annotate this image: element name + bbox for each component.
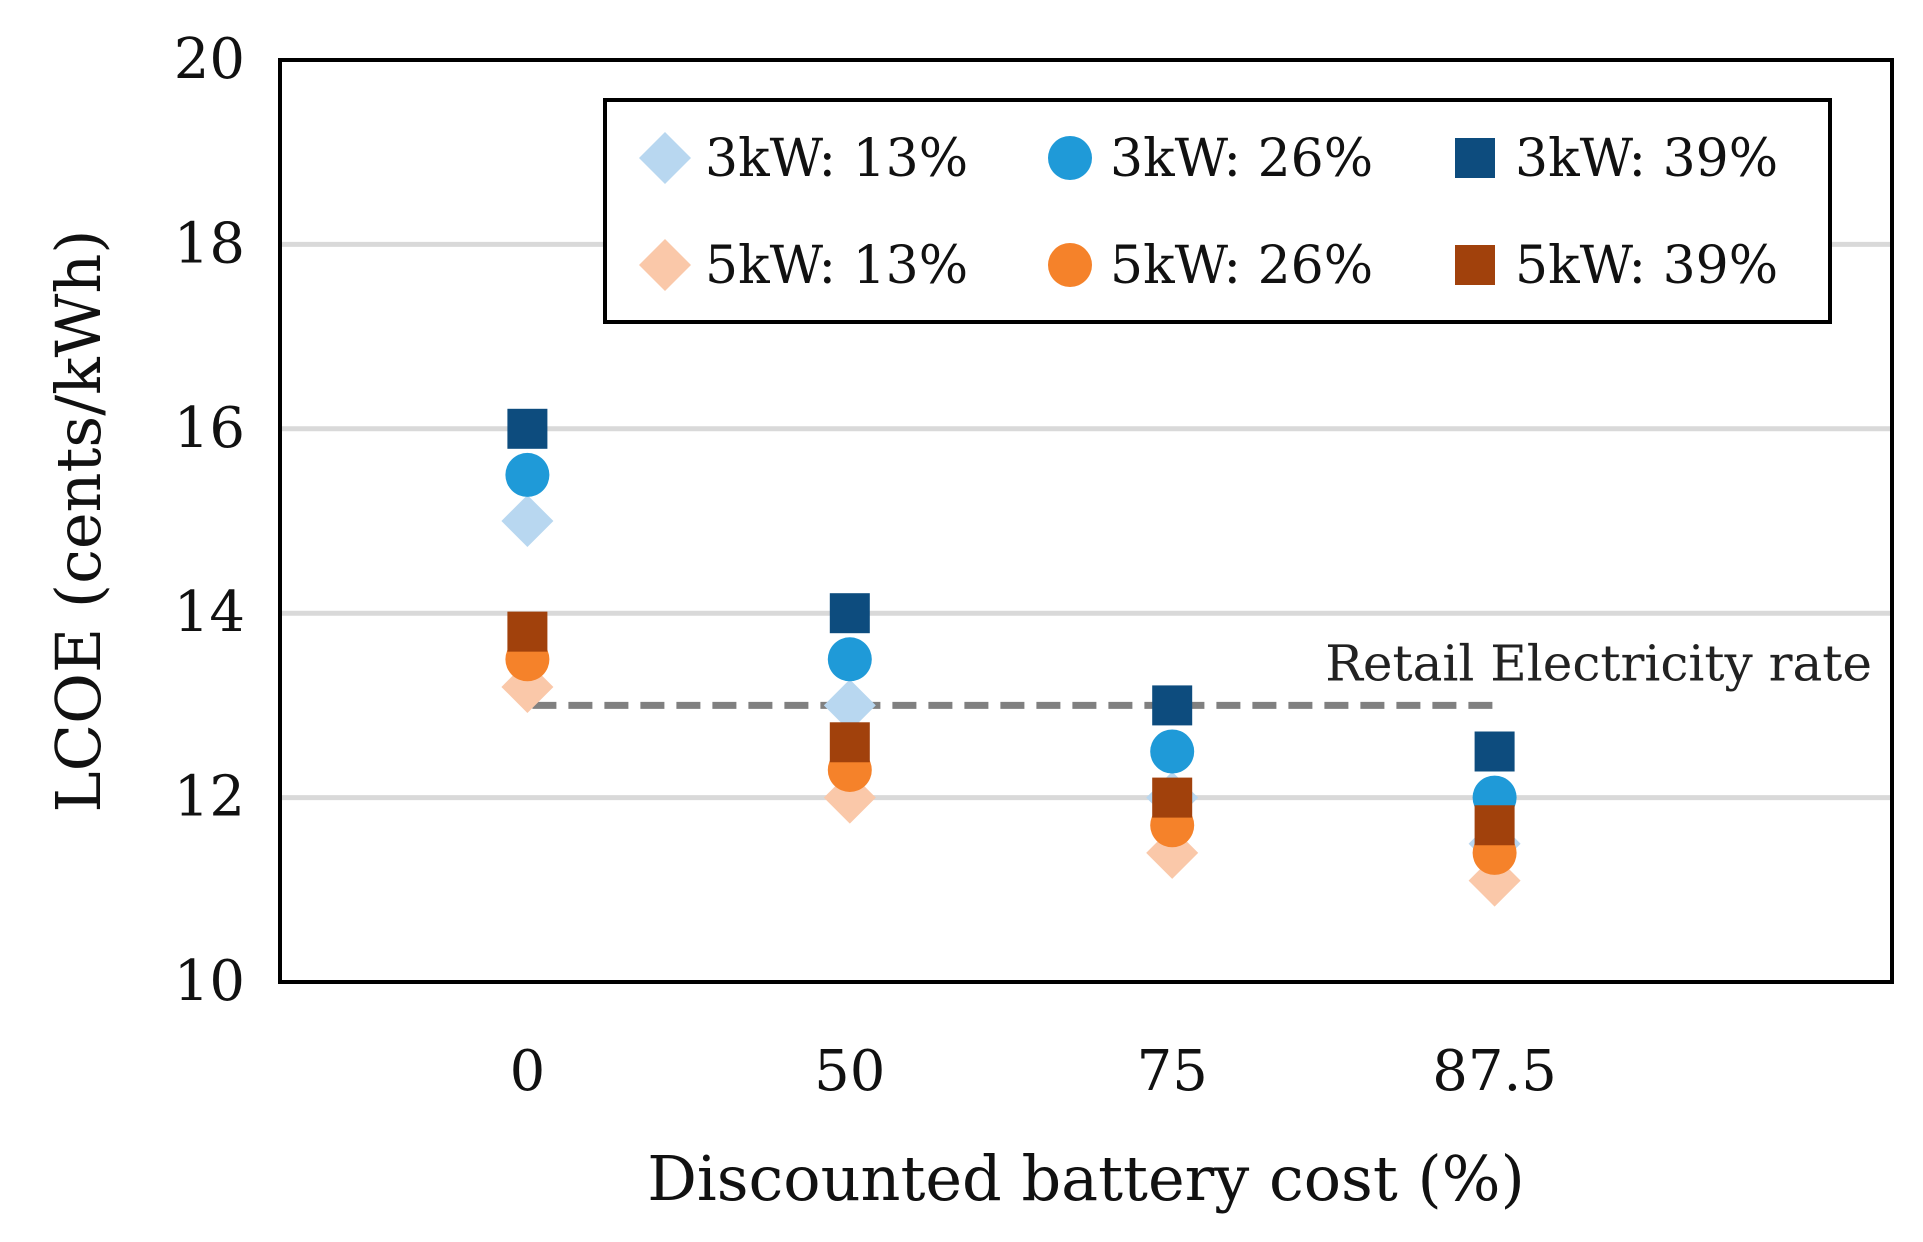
data-points <box>501 408 1521 907</box>
x-tick-label: 87.5 <box>1432 1039 1557 1104</box>
y-axis-title: LCOE (cents/kWh) <box>42 230 115 813</box>
data-point-3kw-39- <box>507 408 548 449</box>
data-point-5kw-39- <box>1152 777 1193 818</box>
y-tick-label: 10 <box>174 949 245 1014</box>
y-tick-label: 16 <box>174 396 245 461</box>
retail-rate-label: Retail Electricity rate <box>1325 634 1872 692</box>
legend-label: 3kW: 26% <box>1110 129 1373 189</box>
legend-marker <box>639 132 691 184</box>
y-tick-label: 20 <box>174 27 245 92</box>
x-tick-label: 75 <box>1137 1039 1208 1104</box>
legend-marker <box>639 239 691 291</box>
x-axis-ticks: 0 50 75 87.5 <box>510 1039 1557 1104</box>
plot-area-frame <box>278 58 1894 984</box>
data-point-3kw-26- <box>1150 729 1195 774</box>
x-tick-label: 0 <box>510 1039 546 1104</box>
legend-label: 5kW: 26% <box>1110 236 1373 296</box>
data-point-5kw-39- <box>1474 805 1515 846</box>
legend-marker <box>1455 245 1495 285</box>
legend: 3kW: 13% 3kW: 26% 3kW: 39% 5kW: 13% 5kW: 26%… <box>603 98 1832 324</box>
data-point-3kw-39- <box>1152 685 1193 726</box>
data-point-3kw-26- <box>505 452 550 497</box>
legend-marker <box>1455 138 1495 178</box>
y-axis-ticks: 10 12 14 16 18 20 <box>174 27 245 1014</box>
legend-label: 3kW: 13% <box>705 129 968 189</box>
legend-label: 5kW: 13% <box>705 236 968 296</box>
legend-marker <box>1048 243 1092 287</box>
y-tick-label: 18 <box>174 211 245 276</box>
x-axis-title: Discounted battery cost (%) <box>647 1142 1525 1215</box>
y-tick-label: 12 <box>174 765 245 830</box>
data-point-3kw-39- <box>1474 731 1515 772</box>
data-point-5kw-39- <box>829 722 870 763</box>
legend-label: 3kW: 39% <box>1515 129 1778 189</box>
legend-box <box>603 98 1832 324</box>
data-point-5kw-39- <box>507 611 548 652</box>
data-point-3kw-39- <box>829 593 870 634</box>
data-point-3kw-13- <box>823 679 876 732</box>
data-point-3kw-13- <box>501 495 554 547</box>
legend-label: 5kW: 39% <box>1515 236 1778 296</box>
legend-marker <box>1048 136 1092 180</box>
reference-line-group: Retail Electricity rate <box>532 634 1872 709</box>
x-tick-label: 50 <box>814 1039 885 1104</box>
data-point-3kw-26- <box>827 637 872 682</box>
y-tick-label: 14 <box>174 580 245 645</box>
